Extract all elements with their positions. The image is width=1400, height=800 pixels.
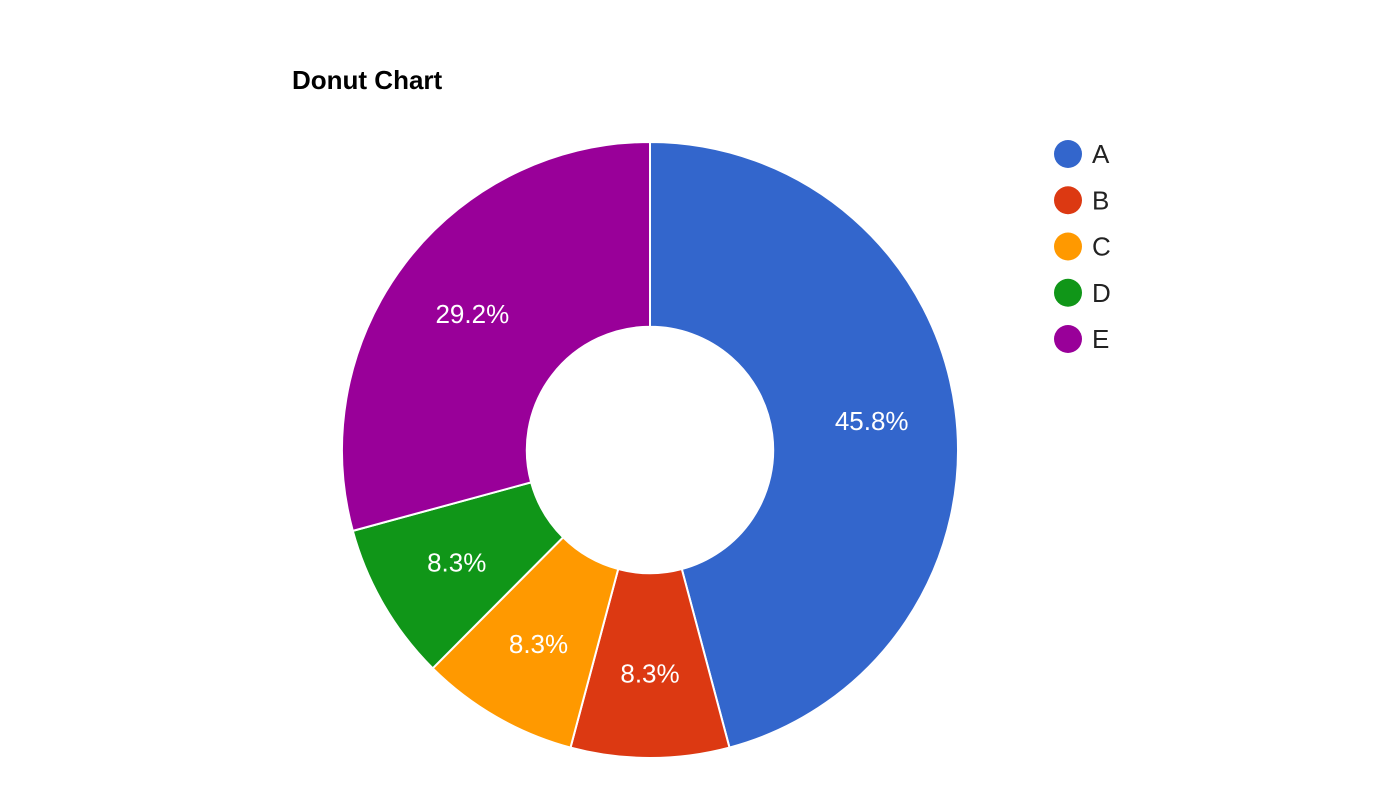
legend-swatch-d — [1054, 278, 1082, 307]
legend-label-a: A — [1092, 139, 1110, 169]
legend-label-d: D — [1092, 278, 1111, 308]
legend-label-c: C — [1092, 232, 1111, 262]
slice-a[interactable] — [649, 140, 959, 749]
legend-swatch-e — [1054, 325, 1082, 353]
slice-labels: 45.8% 8.3% 8.3% 8.3% 29.2% — [427, 299, 908, 688]
legend-item-c[interactable]: C — [1054, 232, 1111, 262]
slice-label-b: 8.3% — [620, 659, 679, 689]
legend-item-d[interactable]: D — [1054, 278, 1111, 308]
legend-swatch-b — [1054, 186, 1082, 215]
chart-title: Donut Chart — [292, 65, 443, 95]
slice-label-e: 29.2% — [435, 299, 509, 329]
legend-label-b: B — [1092, 185, 1109, 215]
legend-item-a[interactable]: A — [1054, 139, 1110, 169]
slice-label-a: 45.8% — [835, 406, 909, 436]
legend-label-e: E — [1092, 324, 1109, 354]
legend-item-b[interactable]: B — [1054, 185, 1109, 215]
legend-item-e[interactable]: E — [1054, 324, 1109, 354]
slice-e[interactable] — [341, 140, 651, 533]
legend-swatch-c — [1054, 232, 1082, 261]
slice-label-d: 8.3% — [427, 547, 486, 577]
donut-slices — [341, 140, 959, 759]
legend-swatch-a — [1054, 140, 1082, 168]
slice-label-c: 8.3% — [509, 629, 568, 659]
